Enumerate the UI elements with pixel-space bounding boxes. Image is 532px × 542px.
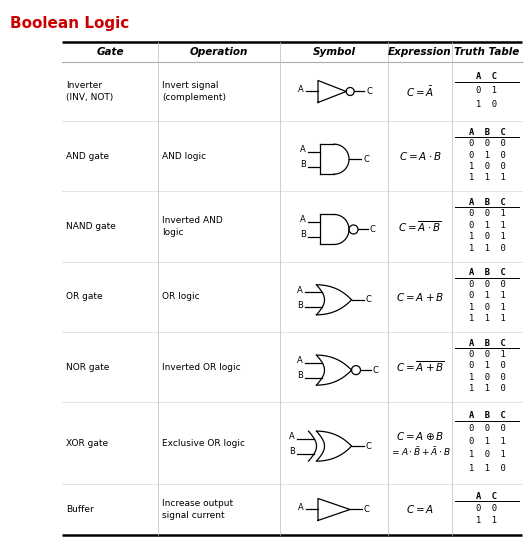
Text: OR logic: OR logic <box>162 292 200 301</box>
Text: 0  1  1: 0 1 1 <box>469 221 505 230</box>
Text: A  B  C: A B C <box>469 198 505 207</box>
Text: A: A <box>300 145 306 154</box>
Text: 0  0  0: 0 0 0 <box>469 139 505 148</box>
Text: NAND gate: NAND gate <box>66 222 116 231</box>
Text: 1  1  1: 1 1 1 <box>469 314 505 323</box>
Text: Exclusive OR logic: Exclusive OR logic <box>162 438 245 448</box>
Text: XOR gate: XOR gate <box>66 438 108 448</box>
Text: Inverter
(INV, NOT): Inverter (INV, NOT) <box>66 81 113 101</box>
Text: 0  1  1: 0 1 1 <box>469 437 505 446</box>
Text: $C = A + B$: $C = A + B$ <box>396 291 444 303</box>
Text: A: A <box>298 503 304 512</box>
Text: Inverted AND
logic: Inverted AND logic <box>162 216 223 236</box>
Text: 1  0: 1 0 <box>477 100 497 108</box>
Text: 1  0  0: 1 0 0 <box>469 162 505 171</box>
Text: 0  0  0: 0 0 0 <box>469 280 505 289</box>
Text: A  B  C: A B C <box>469 339 505 348</box>
Text: $C = A \oplus B$: $C = A \oplus B$ <box>396 430 444 442</box>
Text: 0  0  1: 0 0 1 <box>469 210 505 218</box>
Text: C: C <box>365 442 371 450</box>
Text: $C = A$: $C = A$ <box>406 504 434 515</box>
Text: 1  0  1: 1 0 1 <box>469 302 505 312</box>
Text: A  C: A C <box>477 492 497 501</box>
Text: 1  0  0: 1 0 0 <box>469 373 505 382</box>
Text: A  B  C: A B C <box>469 411 505 420</box>
Text: Truth Table: Truth Table <box>454 47 520 57</box>
Text: Expression: Expression <box>388 47 452 57</box>
Text: $= A \cdot \bar{B} + \bar{A} \cdot B$: $= A \cdot \bar{B} + \bar{A} \cdot B$ <box>389 444 451 457</box>
Text: C: C <box>363 154 369 164</box>
Text: C: C <box>372 366 378 375</box>
Text: 1  0  1: 1 0 1 <box>469 232 505 241</box>
Text: 1  1  1: 1 1 1 <box>469 173 505 182</box>
Text: B: B <box>297 301 303 310</box>
Text: A  B  C: A B C <box>469 268 505 278</box>
Text: 0  1: 0 1 <box>477 86 497 95</box>
Text: Gate: Gate <box>96 47 124 57</box>
Text: AND gate: AND gate <box>66 152 109 160</box>
Text: 1  1  0: 1 1 0 <box>469 463 505 473</box>
Text: C: C <box>370 225 376 234</box>
Text: AND logic: AND logic <box>162 152 206 160</box>
Text: Increase output
signal current: Increase output signal current <box>162 499 233 520</box>
Text: B: B <box>300 160 306 169</box>
Text: Buffer: Buffer <box>66 505 94 514</box>
Text: 0  1  0: 0 1 0 <box>469 151 505 159</box>
Text: A: A <box>289 432 295 441</box>
Text: B: B <box>289 447 295 456</box>
Text: 1  1  0: 1 1 0 <box>469 243 505 253</box>
Text: OR gate: OR gate <box>66 292 103 301</box>
Text: $C = \overline{A+B}$: $C = \overline{A+B}$ <box>395 360 444 375</box>
Text: 0  1  0: 0 1 0 <box>469 362 505 371</box>
Text: B: B <box>297 371 303 380</box>
Text: A: A <box>297 356 303 365</box>
Text: A  B  C: A B C <box>469 128 505 137</box>
Text: Operation: Operation <box>190 47 248 57</box>
Text: A: A <box>298 85 304 94</box>
Text: Symbol: Symbol <box>312 47 355 57</box>
Text: $C = A \cdot B$: $C = A \cdot B$ <box>398 150 442 162</box>
Text: 1  1: 1 1 <box>477 516 497 525</box>
Text: A: A <box>297 286 303 295</box>
Text: $C = \bar{A}$: $C = \bar{A}$ <box>406 85 434 99</box>
Text: 0  0: 0 0 <box>477 504 497 513</box>
Text: NOR gate: NOR gate <box>66 363 110 372</box>
Text: 0  0  0: 0 0 0 <box>469 424 505 433</box>
Text: C: C <box>365 295 371 304</box>
Text: 1  1  0: 1 1 0 <box>469 384 505 393</box>
Text: A  C: A C <box>477 72 497 81</box>
Text: 1  0  1: 1 0 1 <box>469 450 505 460</box>
Text: Invert signal
(complement): Invert signal (complement) <box>162 81 226 101</box>
Text: 0  0  1: 0 0 1 <box>469 350 505 359</box>
Text: A: A <box>300 216 306 224</box>
Text: C: C <box>366 87 372 96</box>
Text: Boolean Logic: Boolean Logic <box>10 16 129 31</box>
Text: B: B <box>300 230 306 240</box>
Text: Inverted OR logic: Inverted OR logic <box>162 363 240 372</box>
Text: $C = \overline{A \cdot B}$: $C = \overline{A \cdot B}$ <box>398 219 442 234</box>
Text: C: C <box>364 505 370 514</box>
Text: 0  1  1: 0 1 1 <box>469 291 505 300</box>
